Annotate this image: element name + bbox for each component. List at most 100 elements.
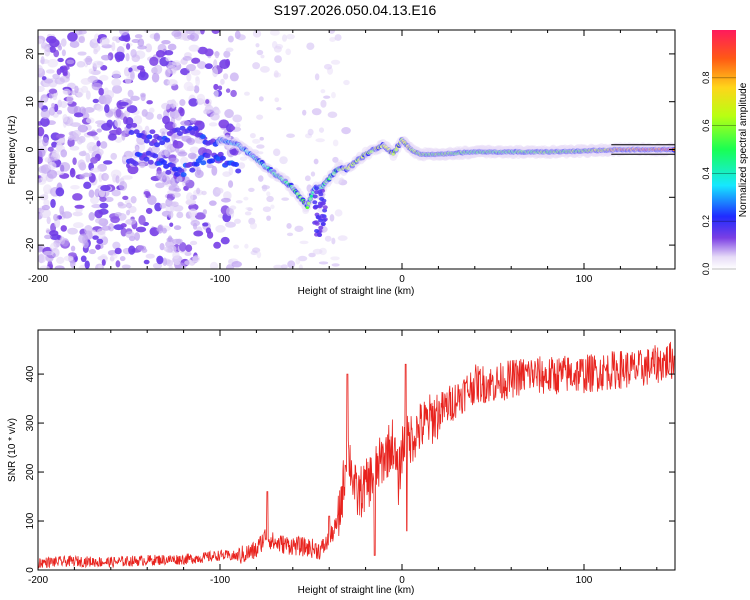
spectrogram-noise-blob <box>84 224 93 235</box>
spectrogram-noise-blob <box>137 45 147 50</box>
spectrogram-noise-blob <box>120 223 127 228</box>
spectrogram-noise-blob <box>295 257 301 265</box>
spectrogram-noise-blob <box>77 51 87 56</box>
spectrogram-noise-blob <box>80 255 87 263</box>
spectrogram-noise-blob <box>230 125 236 131</box>
spectrogram-noise-blob <box>69 145 80 151</box>
spectrogram-plume-blob <box>313 220 319 225</box>
spectrogram-noise-blob <box>159 128 168 135</box>
spectrogram-noise-blob <box>114 51 125 61</box>
spectrogram-noise-blob <box>74 204 85 209</box>
spectrogram-noise-blob <box>100 141 108 149</box>
spectrogram-noise-blob <box>195 30 201 35</box>
spectrogram-noise-blob <box>91 204 102 209</box>
spectrogram-noise-blob <box>229 72 239 82</box>
spectrogram-noise-blob <box>100 185 111 192</box>
spectrogram-noise-blob <box>286 33 295 40</box>
spectrogram-noise-blob <box>164 50 174 56</box>
spectrogram-noise-blob <box>274 97 280 103</box>
spectrogram-noise-blob <box>179 241 187 252</box>
spectrogram-noise-blob <box>38 147 46 158</box>
spectrogram-noise-blob <box>51 102 56 109</box>
spectrogram-noise-blob <box>204 48 214 57</box>
spectrogram-noise-blob <box>334 34 342 41</box>
spectrogram-noise-blob <box>270 204 275 210</box>
spectrogram-noise-blob <box>213 83 219 91</box>
spectrogram-noise-blob <box>168 264 173 269</box>
spectrogram-noise-blob <box>77 159 86 169</box>
spectrogram-noise-blob <box>161 39 171 45</box>
spectrogram-plume-blob <box>317 233 323 238</box>
spectrogram-noise-blob <box>286 232 294 237</box>
spectrogram-noise-blob <box>101 259 106 266</box>
spectrogram-noise-blob <box>115 108 122 118</box>
spectrogram-noise-blob <box>118 101 129 106</box>
spectrogram-noise-blob <box>149 107 155 113</box>
spectrogram-noise-blob <box>225 221 236 228</box>
spectrogram-noise-blob <box>38 246 44 253</box>
spectrogram-noise-blob <box>310 171 316 177</box>
spectrogram-noise-blob <box>127 164 139 175</box>
spectrogram-noise-blob <box>46 169 58 179</box>
spectrogram-band-blob <box>180 172 187 178</box>
spectrogram-noise-blob <box>100 54 111 61</box>
spectrogram-noise-blob <box>38 38 44 45</box>
spectrogram-band-blob <box>128 130 135 136</box>
spectrogram-noise-blob <box>56 133 65 138</box>
spectrogram-noise-blob <box>224 109 234 119</box>
spectrogram-y-tick-label: 20 <box>25 48 36 60</box>
spectrogram-noise-blob <box>194 169 204 179</box>
spectrogram-x-tick-label: -100 <box>210 274 230 285</box>
spectrogram-noise-blob <box>91 82 102 88</box>
spectrogram-noise-blob <box>74 85 79 94</box>
spectrogram-noise-blob <box>227 35 234 43</box>
spectrogram-noise-blob <box>140 93 146 102</box>
spectrogram-noise-blob <box>193 230 204 237</box>
spectrogram-band-blob <box>131 122 138 128</box>
spectrogram-noise-blob <box>121 264 131 269</box>
spectrogram-noise-blob <box>155 50 165 58</box>
spectrogram-noise-blob <box>46 216 51 225</box>
spectrogram-noise-blob <box>72 211 83 217</box>
spectrogram-noise-blob <box>221 197 231 203</box>
spectrogram-noise-blob <box>167 43 177 51</box>
spectrogram-noise-blob <box>118 35 129 42</box>
spectrogram-noise-blob <box>38 68 43 73</box>
spectrogram-noise-blob <box>248 187 255 192</box>
spectrogram-noise-blob <box>43 199 50 207</box>
snr-axes: -200 -100 0 100 0 100 200 300 400 <box>25 330 675 586</box>
spectrogram-plume-blob <box>312 200 318 205</box>
spectrogram-noise-blob <box>196 93 206 104</box>
spectrogram-noise-blob <box>101 123 112 131</box>
spectrogram-noise-blob <box>60 149 68 158</box>
spectrogram-noise-blob <box>156 113 163 120</box>
spectrogram-noise-blob <box>114 118 122 128</box>
spectrogram-noise-blob <box>320 99 327 108</box>
spectrogram-noise-blob <box>183 81 194 92</box>
spectrogram-noise-blob <box>79 106 86 114</box>
spectrogram-noise-blob <box>137 38 145 47</box>
spectrogram-noise-blob <box>118 30 130 36</box>
spectrogram-noise-blob <box>208 200 217 206</box>
spectrogram-noise-blob <box>258 175 264 182</box>
spectrogram-noise-blob <box>197 61 207 70</box>
spectrogram-noise-blob <box>163 246 175 253</box>
spectrogram-noise-blob <box>49 38 60 48</box>
spectrogram-noise-blob <box>186 192 194 202</box>
spectrogram-noise-blob <box>189 117 197 124</box>
spectrogram-noise-blob <box>62 66 68 76</box>
spectrogram-noise-blob <box>66 94 74 105</box>
spectrogram-noise-blob <box>98 264 103 269</box>
spectrogram-band-blob <box>176 130 183 136</box>
spectrogram-noise-blob <box>103 87 109 96</box>
spectrogram-image <box>38 30 675 269</box>
spectrogram-noise-blob <box>333 177 342 185</box>
spectrogram-noise-blob <box>59 205 65 215</box>
spectrogram-noise-blob <box>111 189 121 197</box>
spectrogram-noise-blob <box>57 57 64 63</box>
spectrogram-noise-blob <box>92 98 99 104</box>
spectrogram-noise-blob <box>215 224 226 233</box>
spectrogram-noise-blob <box>168 210 174 219</box>
spectrogram-x-axis-label: Height of straight line (km) <box>298 286 415 297</box>
spectrogram-noise-blob <box>200 30 205 35</box>
